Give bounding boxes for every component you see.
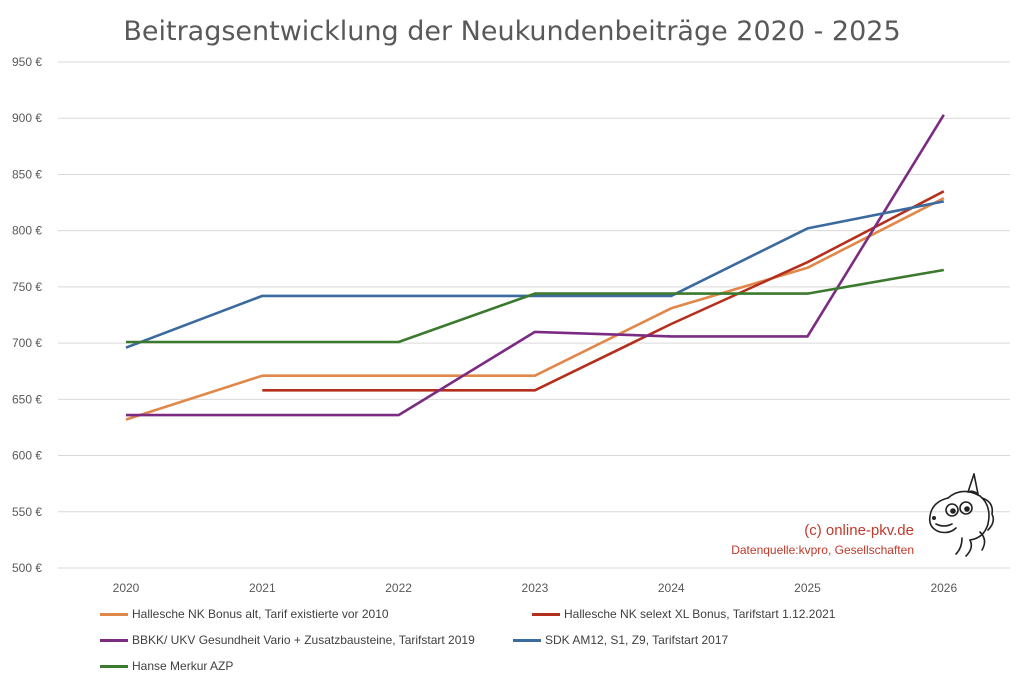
series-lines — [125, 114, 945, 421]
legend-item-hanse-merkur[interactable]: Hanse Merkur AZP — [100, 656, 233, 676]
y-tick-label: 800 € — [12, 224, 42, 238]
series-line-3 — [125, 200, 945, 349]
credit-source: Datenquelle:kvpro, Gesellschaften — [731, 543, 914, 557]
legend-item-hallesche-nk-bonus-alt[interactable]: Hallesche NK Bonus alt, Tarif existierte… — [100, 604, 389, 624]
x-tick-label: 2022 — [385, 581, 412, 595]
legend-item-bbkk-ukv[interactable]: BBKK/ UKV Gesundheit Vario + Zusatzbaust… — [100, 630, 475, 650]
x-axis-ticks: 2020 2021 2022 2023 2024 2025 2026 — [113, 581, 958, 595]
y-tick-label: 850 € — [12, 167, 42, 181]
x-tick-label: 2024 — [658, 581, 685, 595]
y-tick-label: 900 € — [12, 111, 42, 125]
y-tick-label: 500 € — [12, 561, 42, 575]
x-tick-label: 2020 — [113, 581, 140, 595]
grid-lines — [58, 61, 1010, 569]
y-tick-label: 950 € — [12, 55, 42, 69]
series-line-2 — [126, 114, 945, 417]
legend-label: Hallesche NK Bonus alt, Tarif existierte… — [132, 607, 389, 621]
x-tick-label: 2023 — [522, 581, 549, 595]
series-line-1 — [262, 190, 945, 392]
y-tick-label: 700 € — [12, 336, 42, 350]
legend-item-hallesche-nk-selext[interactable]: Hallesche NK selext XL Bonus, Tarifstart… — [532, 604, 835, 624]
chart-title: Beitragsentwicklung der Neukundenbeiträg… — [123, 16, 901, 47]
legend-swatch — [100, 664, 128, 668]
y-tick-label: 550 € — [12, 505, 42, 519]
x-tick-label: 2021 — [249, 581, 276, 595]
y-tick-label: 750 € — [12, 280, 42, 294]
legend-swatch — [532, 612, 560, 616]
legend-label: Hallesche NK selext XL Bonus, Tarifstart… — [564, 607, 836, 621]
legend-swatch — [100, 612, 128, 616]
x-tick-label: 2025 — [794, 581, 821, 595]
legend-item-sdk[interactable]: SDK AM12, S1, Z9, Tarifstart 2017 — [513, 630, 728, 650]
y-tick-label: 600 € — [12, 449, 42, 463]
credit-site: (c) online-pkv.de — [804, 522, 914, 539]
series-line-0 — [125, 196, 945, 421]
legend-label: BBKK/ UKV Gesundheit Vario + Zusatzbaust… — [132, 633, 475, 647]
series-line-4 — [126, 268, 945, 344]
y-tick-label: 650 € — [12, 392, 42, 406]
y-axis-ticks: 500 € 550 € 600 € 650 € 700 € 750 € 800 € 850 €… — [12, 55, 42, 575]
unicorn-mascot-icon — [928, 473, 995, 557]
legend-swatch — [513, 638, 541, 642]
legend-swatch — [100, 638, 128, 642]
x-tick-label: 2026 — [930, 581, 957, 595]
credit-box: (c) online-pkv.de Datenquelle:kvpro, Ges… — [731, 522, 914, 557]
legend-label: SDK AM12, S1, Z9, Tarifstart 2017 — [545, 633, 729, 647]
legend-label: Hanse Merkur AZP — [132, 659, 234, 673]
